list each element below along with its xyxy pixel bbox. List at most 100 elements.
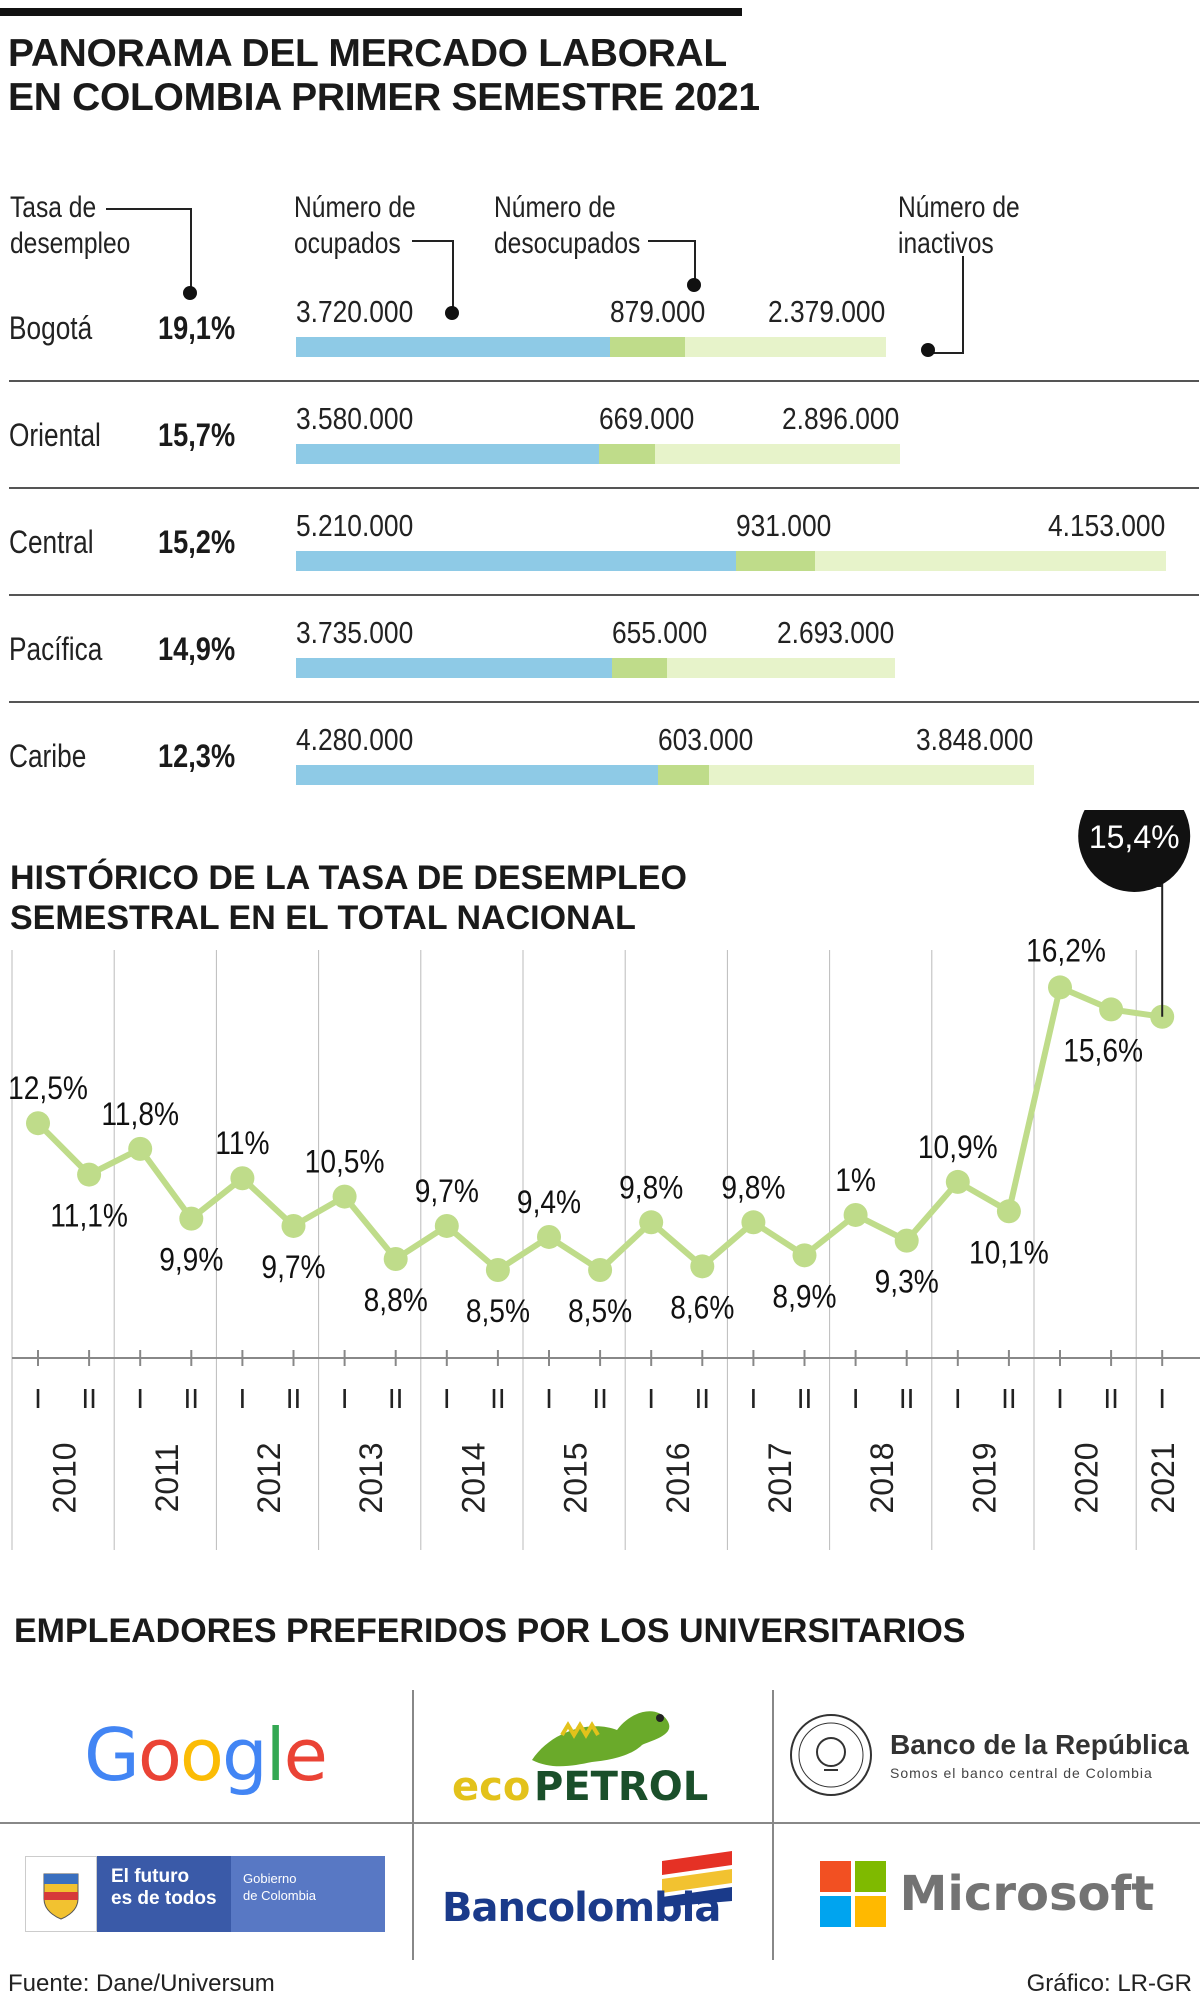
data-label: 9,9% — [159, 1243, 223, 1278]
header-inactivos-line1: Número de — [898, 191, 1020, 224]
header-inactivos: Número de inactivos — [898, 190, 1020, 262]
data-label: 9,4% — [517, 1185, 581, 1220]
data-point — [690, 1254, 715, 1279]
value-ocupados: 3.720.000 — [296, 294, 414, 329]
leader-tasa-dot — [183, 286, 197, 300]
employers-title: EMPLEADORES PREFERIDOS POR LOS UNIVERSIT… — [14, 1612, 966, 1650]
leader-inactivos — [928, 256, 964, 354]
year-label: 2011 — [149, 1444, 185, 1513]
value-inactivos: 2.896.000 — [781, 401, 900, 436]
title-line-2: EN COLOMBIA PRIMER SEMESTRE 2021 — [8, 76, 760, 119]
year-label: 2017 — [762, 1442, 798, 1513]
data-label: 10,9% — [918, 1130, 998, 1165]
highlight-bubble — [1078, 810, 1191, 892]
leader-desocupados-dot — [687, 278, 701, 292]
year-label: 2019 — [966, 1442, 1002, 1513]
data-label: 16,2% — [1026, 934, 1106, 969]
data-point — [792, 1243, 817, 1268]
bancolombia-text: Bancolombia — [442, 1885, 721, 1931]
region-rate: 12,3% — [158, 738, 236, 774]
semester-label: I — [443, 1383, 451, 1414]
data-point — [434, 1213, 459, 1238]
data-label: 8,6% — [670, 1291, 734, 1326]
data-label: 10,1% — [969, 1236, 1049, 1271]
data-label: 11% — [215, 1127, 269, 1162]
bar-inactivos — [667, 658, 895, 678]
data-label: 11,8% — [101, 1097, 179, 1132]
series-line — [35, 984, 1163, 1273]
footer-credit: Gráfico: LR-GR — [1026, 1970, 1192, 1997]
chart-title-line2: SEMESTRAL EN EL TOTAL NACIONAL — [10, 899, 636, 937]
semester-label: II — [388, 1383, 404, 1414]
top-rule — [0, 8, 742, 16]
value-desocupados: 655.000 — [611, 615, 707, 650]
header-desocupados-line2: desocupados — [494, 227, 641, 260]
data-point — [179, 1206, 204, 1231]
data-point — [230, 1166, 255, 1191]
semester-label: I — [239, 1383, 247, 1414]
microsoft-text: Microsoft — [899, 1866, 1155, 1922]
grid-divider-v1 — [412, 1690, 414, 1960]
data-label: 12,5% — [8, 1072, 88, 1107]
region-name: Caribe — [9, 738, 87, 774]
google-letter: e — [283, 1713, 328, 1797]
data-point — [639, 1210, 664, 1235]
svg-text:PETROL: PETROL — [534, 1764, 708, 1810]
bar-ocupados — [296, 658, 612, 678]
ecopetrol-iguana-icon: eco PETROL — [452, 1711, 708, 1810]
data-point — [588, 1258, 613, 1282]
semester-label: I — [647, 1383, 655, 1414]
semester-label: II — [81, 1383, 97, 1414]
row-separator — [9, 380, 1199, 382]
header-tasa: Tasa de desempleo — [10, 190, 130, 262]
google-letter: l — [265, 1713, 286, 1797]
value-ocupados: 5.210.000 — [296, 508, 414, 543]
google-letter: o — [137, 1713, 182, 1797]
region-rate: 14,9% — [158, 631, 236, 667]
colombia-shield-icon — [43, 1873, 79, 1920]
bar-desocupados — [610, 337, 685, 357]
grid-divider-v2 — [772, 1690, 774, 1960]
semester-label: I — [954, 1383, 962, 1414]
semester-label: II — [695, 1383, 711, 1414]
region-rate: 15,2% — [158, 524, 236, 560]
semester-label: II — [1001, 1383, 1017, 1414]
data-point — [996, 1199, 1021, 1224]
semester-label: I — [545, 1383, 553, 1414]
google-letter: o — [179, 1713, 224, 1797]
value-inactivos: 4.153.000 — [1048, 508, 1166, 543]
data-point — [77, 1162, 102, 1187]
data-label: 8,5% — [568, 1294, 632, 1329]
row-separator — [9, 594, 1199, 596]
microsoft-windows-icon — [819, 1861, 886, 1927]
header-tasa-line1: Tasa de — [10, 191, 97, 224]
semester-label: I — [34, 1383, 42, 1414]
value-inactivos: 2.693.000 — [776, 615, 894, 650]
value-desocupados: 669.000 — [598, 401, 694, 436]
bar-ocupados — [296, 337, 611, 357]
google-logo-text: Google — [84, 1713, 328, 1797]
value-ocupados: 4.280.000 — [296, 722, 414, 757]
semester-label: II — [592, 1383, 608, 1414]
gob-line2: es de todos — [111, 1888, 217, 1909]
banrep-tagline: Somos el banco central de Colombia — [890, 1765, 1153, 1781]
semester-label: II — [286, 1383, 302, 1414]
data-point — [1150, 1004, 1175, 1029]
data-point — [1099, 997, 1124, 1022]
value-ocupados: 3.735.000 — [296, 615, 414, 650]
data-label: 10,5% — [305, 1145, 385, 1180]
banrep-name: Banco de la República — [890, 1729, 1189, 1760]
gob-line1: El futuro — [111, 1866, 190, 1887]
page-title: PANORAMA DEL MERCADO LABORAL EN COLOMBIA… — [8, 32, 760, 120]
bar-desocupados — [611, 658, 667, 678]
header-inactivos-line2: inactivos — [898, 227, 994, 260]
value-ocupados: 3.580.000 — [296, 401, 414, 436]
region-rate: 15,7% — [158, 417, 236, 453]
semester-label: I — [1158, 1383, 1166, 1414]
data-label: 11,1% — [50, 1199, 128, 1234]
region-name: Central — [9, 524, 94, 560]
leader-tasa — [106, 208, 192, 294]
value-desocupados: 931.000 — [736, 508, 832, 543]
data-label: 9,7% — [261, 1250, 325, 1285]
highlight-label: 15,4% — [1089, 819, 1180, 855]
